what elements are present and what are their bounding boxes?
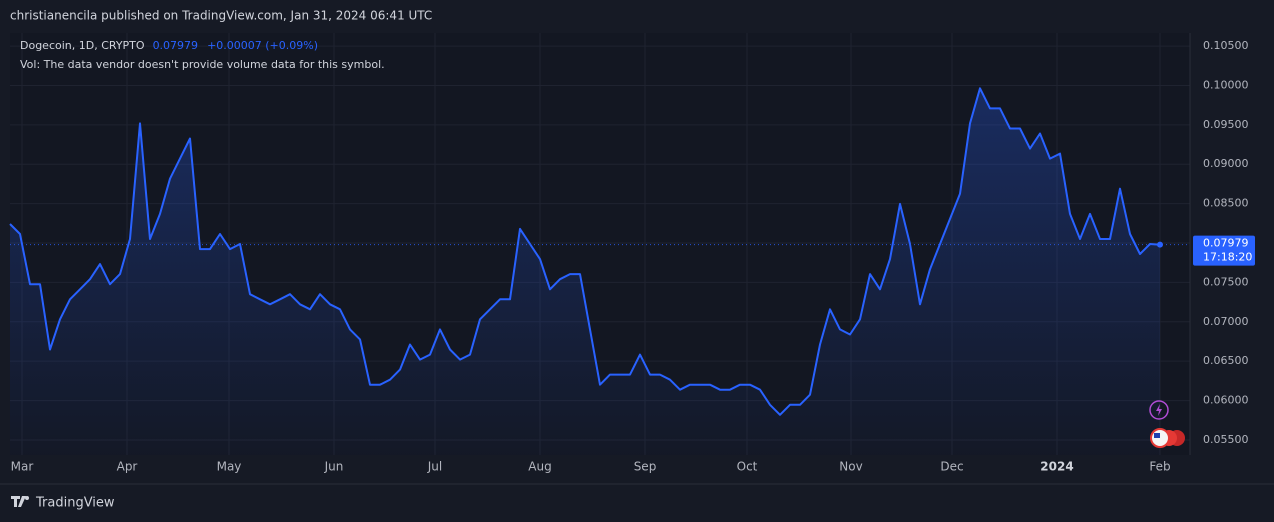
publish-header: christianencila published on TradingView… xyxy=(10,9,432,23)
x-tick-label: Nov xyxy=(839,460,862,474)
y-tick-label: 0.07000 xyxy=(1203,315,1249,328)
x-tick-label: Dec xyxy=(940,460,963,474)
y-tick-label: 0.10000 xyxy=(1203,78,1249,91)
area-fill xyxy=(10,88,1160,456)
legend-change: +0.00007 (+0.09%) xyxy=(207,39,318,52)
x-tick-label: Oct xyxy=(737,460,758,474)
y-tick-label: 0.09000 xyxy=(1203,157,1249,170)
x-tick-label: Feb xyxy=(1149,460,1170,474)
y-tick-label: 0.06000 xyxy=(1203,394,1249,407)
x-tick-label: Jun xyxy=(324,460,344,474)
price-tag-value: 0.07979 xyxy=(1203,237,1249,250)
legend-note: Vol: The data vendor doesn't provide vol… xyxy=(20,58,385,71)
y-tick-label: 0.06500 xyxy=(1203,354,1249,367)
x-tick-label: 2024 xyxy=(1040,460,1073,474)
legend-symbol: Dogecoin, 1D, CRYPTO xyxy=(20,39,145,52)
legend-price: 0.07979 xyxy=(153,39,199,52)
y-tick-label: 0.05500 xyxy=(1203,433,1249,446)
y-tick-label: 0.10500 xyxy=(1203,39,1249,52)
x-tick-label: Sep xyxy=(634,460,657,474)
marks xyxy=(9,87,1190,456)
x-tick-label: May xyxy=(217,460,242,474)
y-tick-label: 0.09500 xyxy=(1203,118,1249,131)
footer-brand: TradingView xyxy=(35,496,115,511)
last-point xyxy=(1157,241,1163,248)
y-tick-label: 0.08500 xyxy=(1203,197,1249,210)
tv-logo xyxy=(11,496,29,507)
price-tag-countdown: 17:18:20 xyxy=(1203,251,1252,264)
x-tick-label: Jul xyxy=(427,460,442,474)
x-tick-label: Apr xyxy=(117,460,138,474)
widgets xyxy=(1149,400,1185,448)
price-line xyxy=(9,87,1161,416)
price-tag xyxy=(1193,235,1255,266)
y-tick-label: 0.07500 xyxy=(1203,275,1249,288)
x-tick-label: Mar xyxy=(11,460,34,474)
x-tick-label: Aug xyxy=(528,460,551,474)
